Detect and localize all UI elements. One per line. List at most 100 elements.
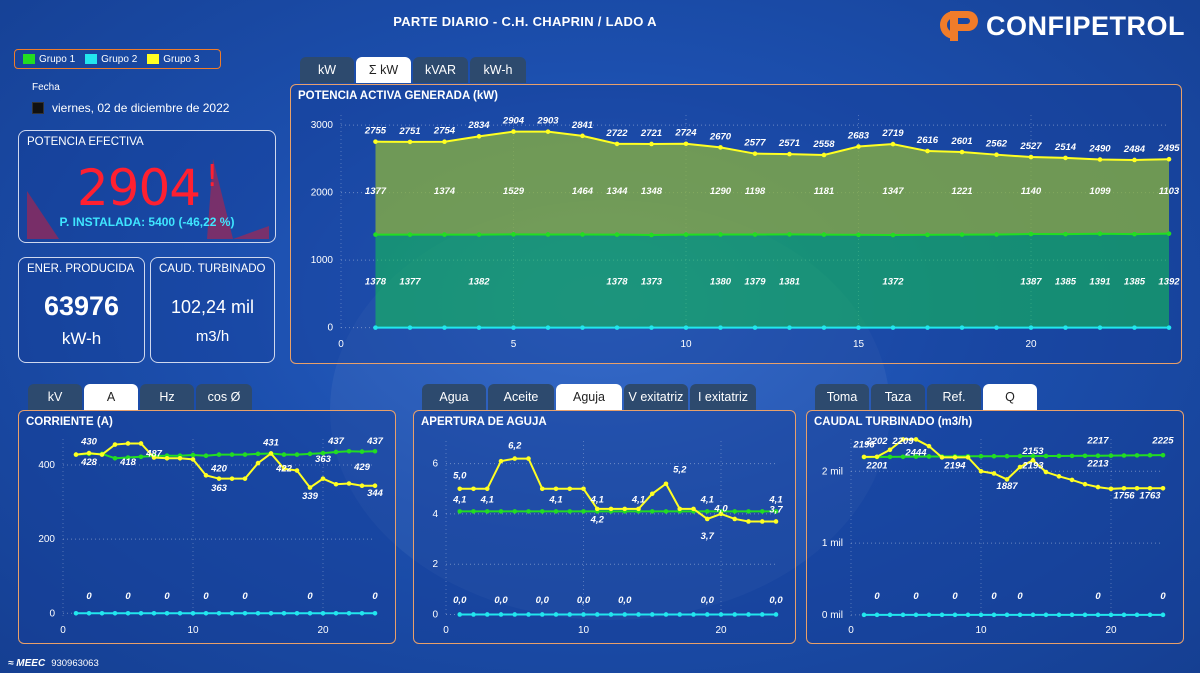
tab-hz[interactable]: Hz [140,384,194,410]
data-label-grupo3: 1348 [641,186,663,197]
data-point-grupo-2 [1147,612,1153,618]
data-point-grupo-2 [567,612,573,617]
tab-sum-kw[interactable]: Σ kW [356,57,411,83]
tab-q[interactable]: Q [983,384,1037,410]
data-label: 4,1 [452,495,466,506]
data-point-grupo-3 [874,454,880,460]
tab-aguja[interactable]: Aguja [556,384,622,410]
legend-label: Grupo 3 [163,53,200,65]
tab-ref[interactable]: Ref. [927,384,981,410]
data-point-grupo-1 [281,452,287,457]
data-point-grupo-1 [732,509,738,514]
data-label: 2202 [865,436,888,447]
data-point-grupo-2 [545,325,551,330]
data-point-grupo-3 [1121,486,1127,491]
data-label-total: 2670 [709,131,732,142]
data-label-total: 2601 [950,136,972,147]
data-label: 0 [86,591,92,602]
data-label: 363 [315,454,332,465]
tab-a[interactable]: A [84,384,138,410]
data-point-grupo-3 [732,516,738,522]
date-checkbox[interactable] [32,102,44,114]
data-point-grupo-2 [294,610,300,616]
legend-item-grupo2[interactable]: Grupo 2 [85,54,137,65]
date-selector[interactable]: viernes, 02 de diciembre de 2022 [32,101,229,115]
tab-kvar[interactable]: kVAR [413,57,468,83]
data-point-grupo-3 [1069,477,1075,483]
data-point-grupo-1 [900,454,906,460]
potencia-panel: POTENCIA ACTIVA GENERADA (kW) 0 1000 2000 3… [290,84,1182,364]
data-point-total [718,145,723,150]
data-label-total: 2904 [502,116,525,127]
data-point-grupo-3 [900,437,906,442]
data-point-grupo-2 [994,325,999,330]
data-point-grupo-3 [1147,486,1153,491]
data-point-total [407,139,413,145]
data-point-grupo-3 [125,441,131,446]
data-point-grupo-3 [991,471,997,476]
data-point-grupo-1 [1043,453,1049,459]
logo-text: CONFIPETROL [986,11,1185,41]
legend-item-grupo1[interactable]: Grupo 1 [23,54,75,65]
footer-code: 930963063 [51,658,99,669]
data-point-grupo-2 [900,612,906,618]
legend-item-grupo3[interactable]: Grupo 3 [147,54,199,65]
data-point-grupo-1 [926,454,932,459]
data-point-grupo-2 [498,612,504,617]
data-point-grupo-1 [112,455,118,461]
data-point-grupo-2 [821,325,827,330]
data-point-grupo-2 [925,325,930,330]
data-point-grupo-1 [746,509,751,514]
data-label: 0,0 [769,595,783,606]
data-point-grupo-2 [691,612,696,617]
tab-kw[interactable]: kW [300,57,354,83]
data-point-grupo-3 [346,481,352,486]
data-point-grupo-1 [1028,231,1034,237]
tab-kwh[interactable]: kW-h [470,57,526,83]
tab-toma[interactable]: Toma [815,384,869,410]
tab-aceite[interactable]: Aceite [488,384,554,410]
data-label-total: 2722 [605,128,628,139]
data-point-grupo-2 [346,610,352,616]
tab-cos[interactable]: cos Ø [196,384,252,410]
data-point-total [1063,155,1068,161]
data-point-grupo-1 [718,232,723,237]
data-label-total: 2841 [571,120,593,131]
data-point-total [994,152,999,157]
data-point-grupo-3 [608,506,614,512]
data-point-grupo-3 [636,506,641,512]
data-point-grupo-2 [177,610,183,616]
card-title: CAUD. TURBINADO [159,263,266,275]
data-point-grupo-1 [1030,453,1036,459]
data-point-grupo-1 [1108,453,1114,458]
data-point-total [925,148,930,154]
data-point-total [683,141,689,147]
data-point-grupo-1 [255,451,261,457]
tab-taza[interactable]: Taza [871,384,925,410]
data-label-grupo1: 1392 [1158,276,1180,287]
card-title: ENER. PRODUCIDA [27,263,135,275]
data-label-total: 2571 [778,138,800,149]
data-point-grupo-1 [1134,453,1140,458]
series-line-grupo-1 [375,232,1170,237]
corriente-panel: CORRIENTE (A) 0 200 400 0 10 20 430 428 418 487 42… [18,410,396,644]
tab-v-exitatriz[interactable]: V exitatriz [624,384,688,410]
data-label: 2225 [1151,435,1174,446]
data-point-grupo-1 [759,509,765,514]
data-point-grupo-2 [86,610,92,616]
tab-agua[interactable]: Agua [422,384,486,410]
data-point-grupo-2 [663,612,669,617]
data-label-grupo3: 1140 [1021,186,1042,197]
data-label: 0,0 [536,595,550,606]
data-point-grupo-2 [112,610,118,616]
tab-i-exitatriz[interactable]: I exitatriz [690,384,756,410]
data-label-total: 2484 [1123,144,1146,155]
x-tick-label: 10 [975,625,987,636]
tab-kv[interactable]: kV [28,384,82,410]
confipetrol-logo: CONFIPETROL [928,5,1196,45]
data-label: 0,0 [618,595,632,606]
data-label: 0 [164,591,170,602]
data-label-total: 2834 [467,120,490,131]
data-point-grupo-1 [614,232,620,237]
caudal-tabs: Toma Taza Ref. Q [815,384,1037,410]
